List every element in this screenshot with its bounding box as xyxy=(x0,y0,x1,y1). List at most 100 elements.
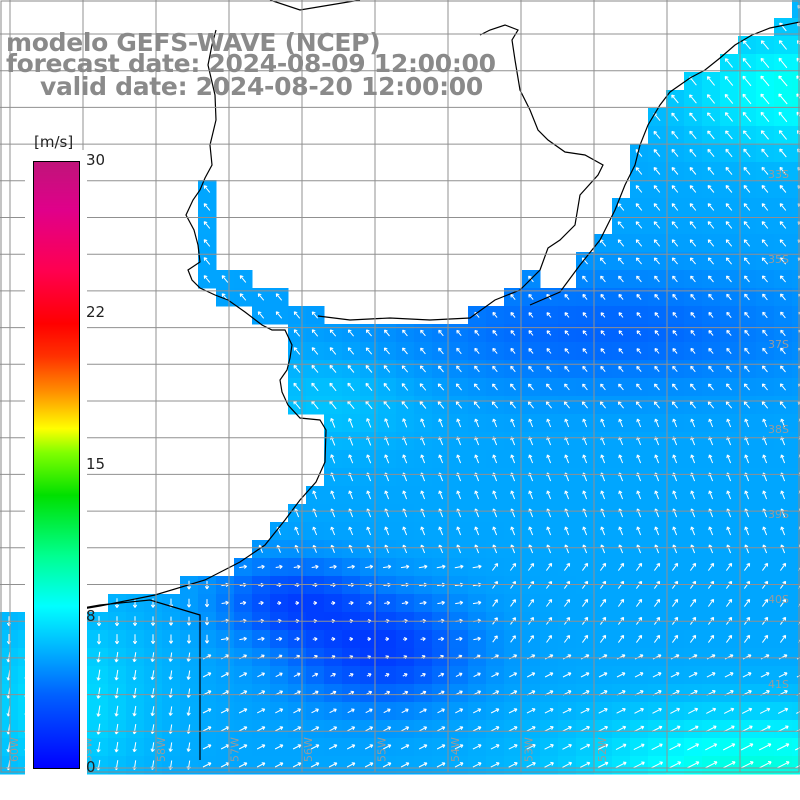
wind-arrow xyxy=(274,726,284,732)
wind-arrow xyxy=(546,454,552,464)
wind-arrow xyxy=(600,454,606,464)
wind-arrow xyxy=(651,725,663,732)
wind-arrow xyxy=(726,329,732,336)
wind-arrow xyxy=(636,330,642,336)
wind-arrow xyxy=(510,418,516,428)
wind-arrow xyxy=(635,562,643,571)
wind-arrow xyxy=(599,562,607,571)
wind-arrow xyxy=(456,347,462,355)
wind-arrow xyxy=(401,365,409,373)
wind-arrow xyxy=(600,490,606,500)
wind-arrow xyxy=(579,761,591,768)
wind-arrow xyxy=(276,636,283,642)
wind-arrow xyxy=(617,634,625,643)
wind-arrow xyxy=(672,490,678,500)
wind-arrow xyxy=(328,762,338,768)
wind-arrow xyxy=(490,726,500,732)
wind-arrow xyxy=(455,672,463,678)
wind-arrow xyxy=(491,672,500,678)
wind-arrow xyxy=(617,203,625,211)
wind-arrow xyxy=(617,239,625,247)
wind-arrow xyxy=(708,490,714,500)
wind-arrow xyxy=(437,690,445,696)
wind-arrow xyxy=(761,166,769,175)
wind-arrow xyxy=(653,203,661,211)
wind-arrow xyxy=(726,454,732,464)
wind-arrow xyxy=(654,293,660,300)
wind-arrow xyxy=(598,672,608,678)
wind-arrow xyxy=(671,112,679,122)
wind-arrow xyxy=(726,311,732,319)
wind-arrow xyxy=(743,166,751,175)
wind-arrow xyxy=(743,562,751,571)
wind-arrow xyxy=(114,634,120,645)
wind-arrow xyxy=(778,93,788,105)
wind-arrow xyxy=(203,257,211,265)
wind-arrow xyxy=(510,330,516,336)
wind-arrow xyxy=(456,490,462,500)
wind-arrow xyxy=(636,383,642,391)
wind-arrow xyxy=(544,726,554,732)
wind-arrow xyxy=(707,166,715,175)
wind-arrow xyxy=(347,564,355,569)
wind-speed-cell xyxy=(792,252,800,271)
wind-arrow xyxy=(311,329,319,337)
colorbar-tick-30: 30 xyxy=(86,151,106,169)
wind-arrow xyxy=(436,762,446,768)
wind-arrow xyxy=(383,564,392,569)
wind-arrow xyxy=(168,652,173,662)
wind-arrow xyxy=(114,651,119,663)
wind-arrow xyxy=(707,203,715,211)
wind-arrow xyxy=(419,690,427,695)
wind-arrow xyxy=(544,743,554,750)
wind-arrow xyxy=(743,40,751,50)
wind-arrow xyxy=(687,743,700,751)
wind-arrow xyxy=(510,293,516,301)
wind-arrow xyxy=(419,401,427,409)
wind-arrow xyxy=(780,311,786,319)
wind-arrow xyxy=(454,762,464,768)
wind-arrow xyxy=(492,365,498,373)
wind-arrow xyxy=(670,707,681,714)
wind-arrow xyxy=(365,365,373,373)
wind-arrow xyxy=(654,365,660,373)
wind-arrow xyxy=(239,293,247,301)
wind-arrow xyxy=(670,672,680,678)
wind-arrow xyxy=(707,148,715,158)
wind-arrow xyxy=(528,635,534,643)
wind-arrow xyxy=(671,130,679,140)
wind-arrow xyxy=(545,401,552,409)
wind-arrow xyxy=(239,672,248,678)
wind-arrow xyxy=(654,490,660,500)
wind-arrow xyxy=(671,185,679,193)
wind-arrow xyxy=(653,185,661,193)
wind-arrow xyxy=(726,490,732,500)
wind-arrow xyxy=(454,564,464,569)
wind-arrow xyxy=(438,636,445,642)
wind-arrow xyxy=(312,526,318,536)
wind-arrow xyxy=(582,418,588,428)
wind-arrow xyxy=(635,634,643,643)
title-model: modelo GEFS-WAVE (NCEP) xyxy=(6,28,381,57)
wind-arrow xyxy=(311,347,319,355)
wind-arrow xyxy=(744,526,750,536)
wind-arrow xyxy=(238,762,248,768)
wind-arrow xyxy=(419,383,427,391)
wind-arrow xyxy=(221,275,229,283)
wind-arrow xyxy=(546,312,552,318)
wind-arrow xyxy=(132,687,137,699)
wind-arrow xyxy=(762,293,768,301)
wind-arrow xyxy=(402,329,408,337)
wind-arrow xyxy=(724,672,734,678)
colorbar xyxy=(33,161,80,769)
wind-arrow xyxy=(330,636,336,642)
wind-arrow xyxy=(330,672,336,677)
wind-arrow xyxy=(329,347,337,355)
wind-arrow xyxy=(779,221,787,229)
wind-arrow xyxy=(726,418,732,428)
wind-arrow xyxy=(275,708,284,714)
wind-arrow xyxy=(347,347,355,355)
wind-arrow xyxy=(402,636,408,642)
wind-arrow xyxy=(365,726,374,732)
wind-arrow xyxy=(671,562,679,571)
